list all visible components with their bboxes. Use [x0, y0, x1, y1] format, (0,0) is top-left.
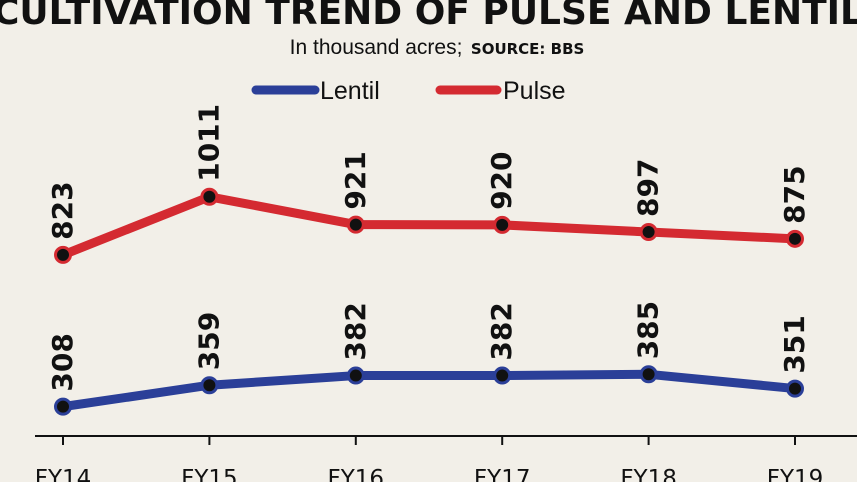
x-tick-label: FY19: [767, 466, 824, 482]
data-label-lentil: 359: [192, 312, 225, 370]
legend-label-lentil: Lentil: [320, 77, 380, 105]
x-tick-label: FY18: [620, 466, 677, 482]
data-point-lentil: [200, 376, 219, 395]
x-tick-label: FY14: [35, 466, 92, 482]
legend: Lentil Pulse: [251, 77, 566, 105]
chart-title: CULTIVATION TREND OF PULSE AND LENTIL: [0, 0, 857, 33]
series-layer: 308 359 382 382 385 351 823 1011 921 920 897 875: [46, 104, 811, 416]
data-label-lentil: 382: [485, 302, 518, 360]
data-point-pulse: [493, 215, 512, 234]
data-label-lentil: 308: [46, 333, 79, 391]
x-tick-label: FY15: [181, 466, 238, 482]
data-point-pulse: [346, 215, 365, 234]
data-point-pulse: [639, 223, 658, 242]
data-label-pulse: 823: [46, 181, 79, 239]
data-label-pulse: 920: [485, 151, 518, 209]
data-label-lentil: 382: [339, 302, 372, 360]
subtitle-line: In thousand acres; SOURCE: BBS: [290, 36, 585, 59]
x-axis: FY14 FY15 FY16 FY17 FY18 FY19: [35, 435, 857, 482]
data-point-lentil: [639, 365, 658, 384]
data-point-lentil: [786, 379, 804, 398]
x-tick-label: FY17: [474, 466, 531, 482]
data-label-pulse: 897: [632, 159, 665, 217]
data-label-lentil: 351: [778, 315, 811, 373]
data-point-lentil: [493, 366, 512, 385]
data-label-pulse: 875: [778, 165, 811, 223]
data-point-pulse: [786, 229, 804, 248]
data-point-pulse: [54, 245, 72, 264]
series-line-lentil: [58, 369, 800, 412]
data-label-lentil: 385: [632, 301, 665, 359]
chart-source: SOURCE: BBS: [471, 40, 584, 58]
data-label-pulse: 921: [339, 151, 372, 209]
chart-subtitle: In thousand acres;: [290, 36, 463, 59]
legend-label-pulse: Pulse: [503, 77, 566, 105]
data-point-lentil: [346, 366, 365, 385]
data-point-pulse: [200, 187, 219, 206]
data-label-pulse: 1011: [192, 104, 225, 182]
x-tick-label: FY16: [328, 466, 385, 482]
data-point-lentil: [54, 397, 72, 416]
series-line-pulse: [58, 192, 800, 260]
